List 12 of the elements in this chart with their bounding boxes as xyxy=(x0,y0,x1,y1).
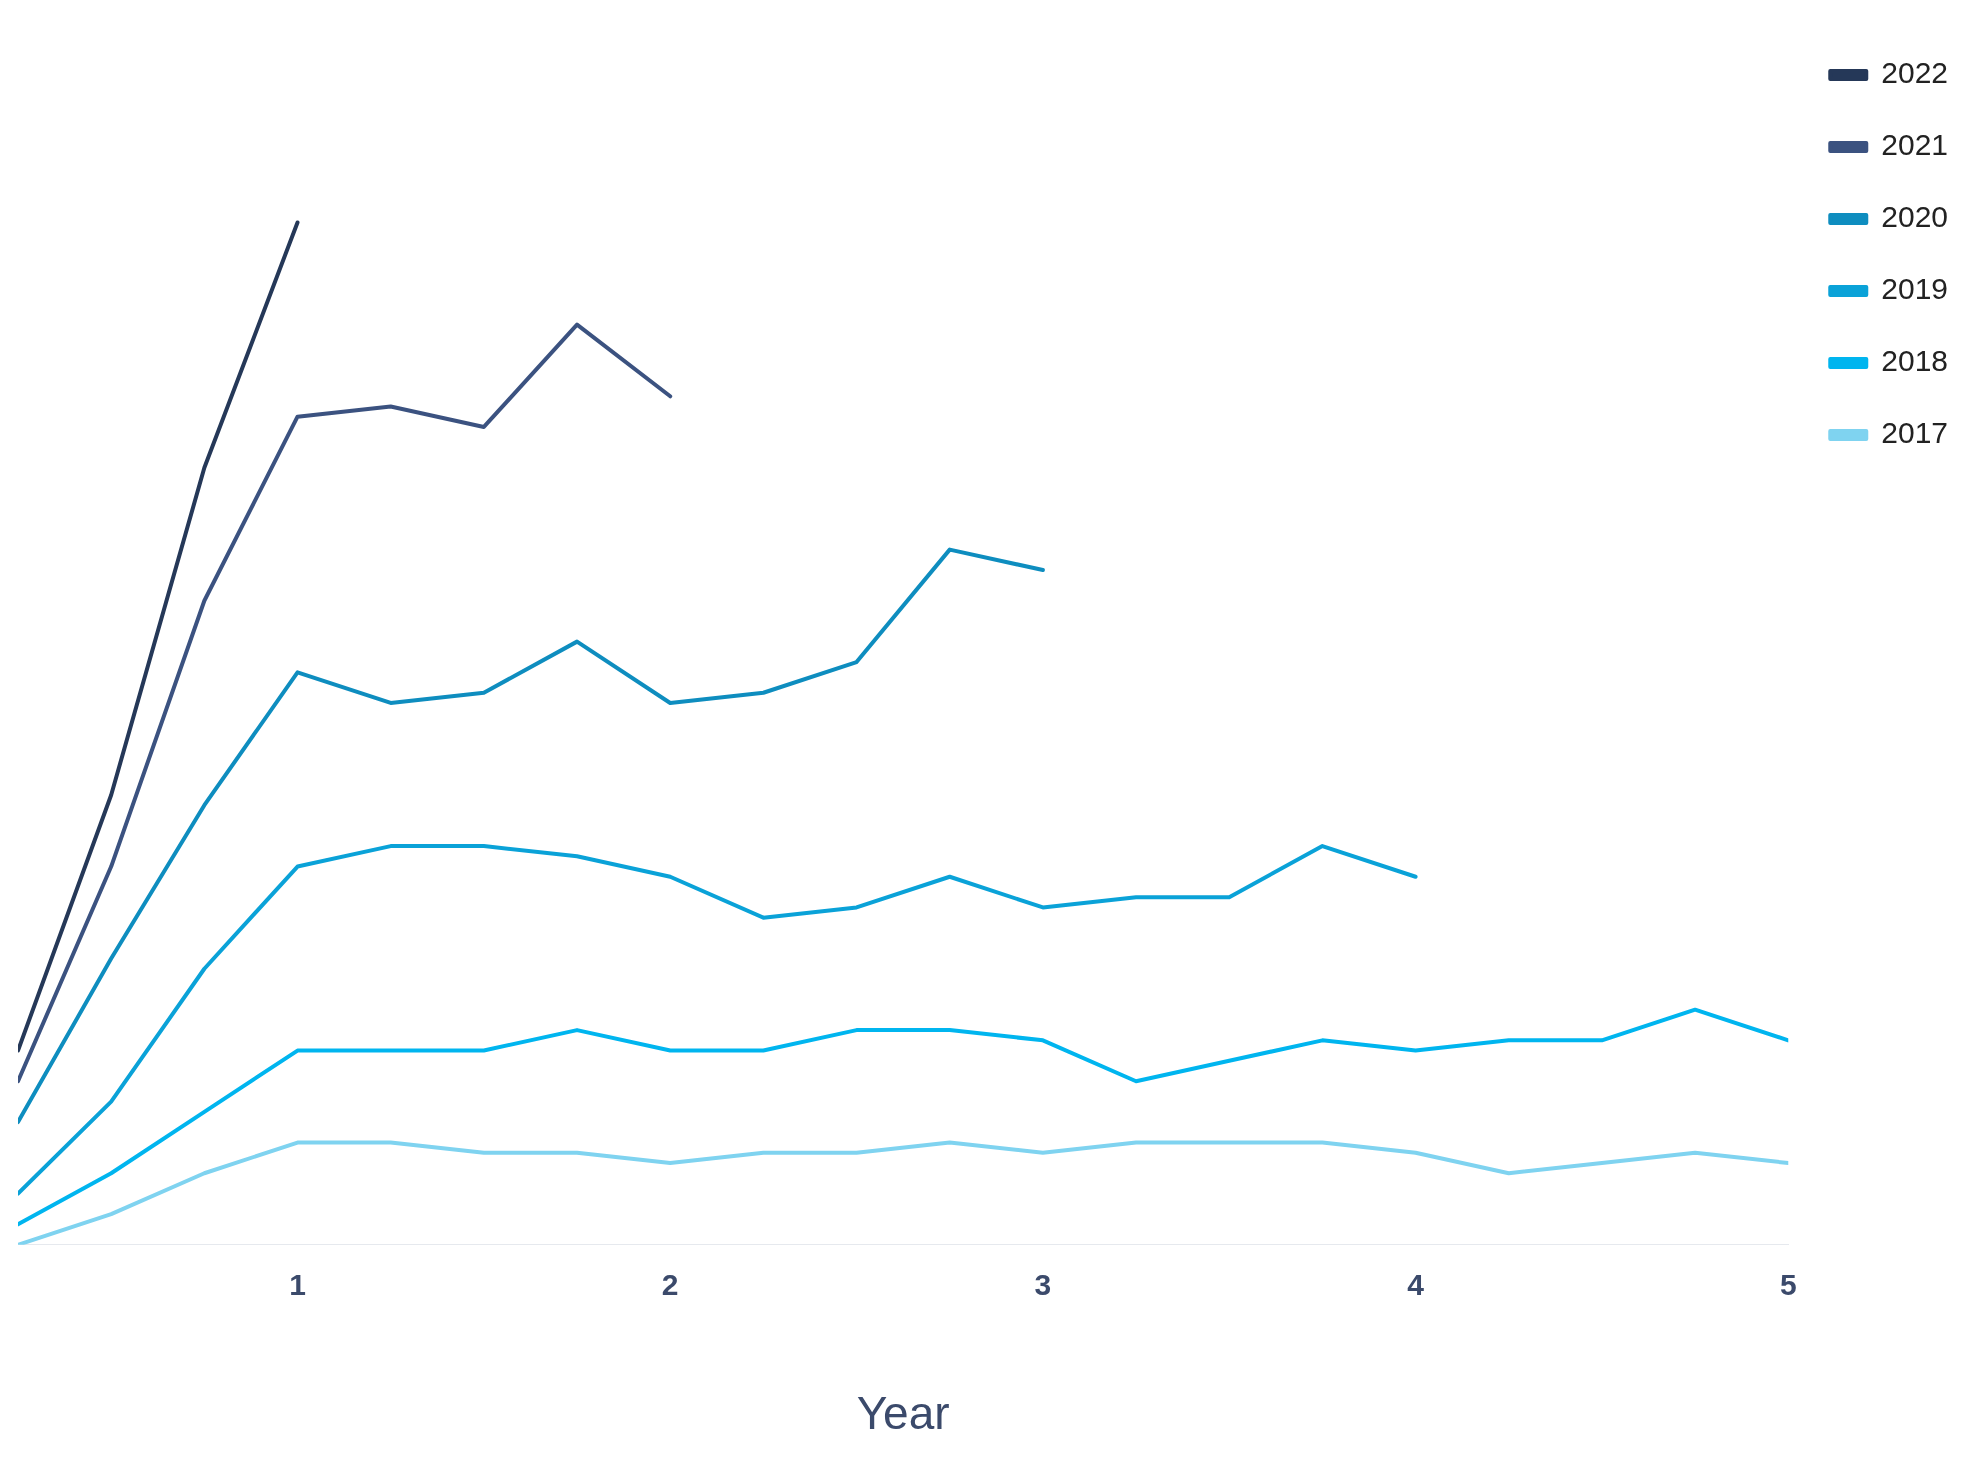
legend-label: 2021 xyxy=(1881,128,1949,162)
legend-label: 2018 xyxy=(1881,344,1949,378)
x-tick-label: 1 xyxy=(289,1268,306,1302)
x-tick-label: 4 xyxy=(1407,1268,1425,1302)
legend-label: 2019 xyxy=(1881,272,1949,306)
x-tick-label: 3 xyxy=(1034,1268,1052,1302)
legend-label: 2017 xyxy=(1881,416,1949,450)
legend-label: 2022 xyxy=(1881,56,1949,90)
x-tick-label: 2 xyxy=(661,1268,679,1302)
legend-label: 2020 xyxy=(1881,200,1949,234)
x-tick-label: 5 xyxy=(1779,1268,1797,1302)
x-axis-title: Year xyxy=(856,1387,950,1440)
